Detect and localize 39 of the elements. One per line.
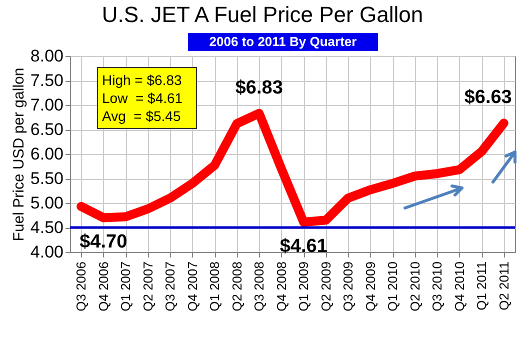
x-tick-label: Q3 2006 bbox=[74, 262, 89, 312]
y-tick-label: 6.00 bbox=[30, 144, 64, 164]
x-tick-label: Q1 2009 bbox=[296, 262, 312, 312]
x-tick-label: Q2 2007 bbox=[140, 262, 156, 312]
annotation: High = $6.83 bbox=[102, 72, 182, 88]
x-tick-label: Q4 2007 bbox=[184, 262, 200, 312]
x-tick-label: Q2 2011 bbox=[496, 262, 512, 310]
annotation: Low = $4.61 bbox=[102, 90, 183, 106]
annotation: $4.70 bbox=[80, 232, 128, 253]
y-tick-label: 4.50 bbox=[30, 218, 64, 237]
x-tick-label: Q2 2010 bbox=[407, 262, 422, 312]
annotation: Avg = $5.45 bbox=[102, 108, 181, 124]
x-tick-label: Q4 2006 bbox=[96, 262, 111, 312]
x-tick-label: Q2 2009 bbox=[318, 262, 334, 312]
x-tick-label: Q3 2008 bbox=[252, 262, 267, 312]
x-tick-label: Q4 2009 bbox=[362, 262, 378, 312]
y-axis-title: Fuel Price USD per gallon bbox=[10, 68, 28, 242]
x-tick-label: Q3 2009 bbox=[340, 262, 356, 312]
x-tick-label: Q4 2008 bbox=[274, 262, 289, 312]
x-tick-label: Q1 2007 bbox=[118, 262, 134, 312]
y-tick-label: 7.00 bbox=[30, 96, 64, 114]
x-tick-label: Q1 2011 bbox=[474, 262, 490, 310]
chart-subtitle: 2006 to 2011 By Quarter bbox=[188, 33, 378, 51]
x-tick-label: Q1 2010 bbox=[385, 262, 400, 312]
y-tick-label: 5.00 bbox=[30, 194, 64, 212]
annotation: $4.61 bbox=[280, 236, 328, 258]
chart-title: U.S. JET A Fuel Price Per Gallon bbox=[100, 2, 424, 28]
y-tick-label: 5.50 bbox=[30, 169, 64, 188]
y-tick-label: 8.00 bbox=[30, 46, 64, 66]
y-tick-label: 4.00 bbox=[30, 242, 64, 262]
annotation: $6.83 bbox=[235, 77, 283, 98]
x-tick-label: Q2 2008 bbox=[229, 262, 244, 312]
x-tick-label: Q1 2008 bbox=[207, 262, 222, 312]
annotation: $6.63 bbox=[464, 87, 512, 108]
x-tick-label: Q4 2010 bbox=[452, 262, 467, 312]
y-tick-label: 7.50 bbox=[30, 71, 64, 90]
x-tick-label: Q3 2007 bbox=[162, 262, 178, 312]
x-tick-label: Q3 2010 bbox=[430, 262, 445, 312]
y-tick-label: 6.50 bbox=[30, 120, 64, 139]
